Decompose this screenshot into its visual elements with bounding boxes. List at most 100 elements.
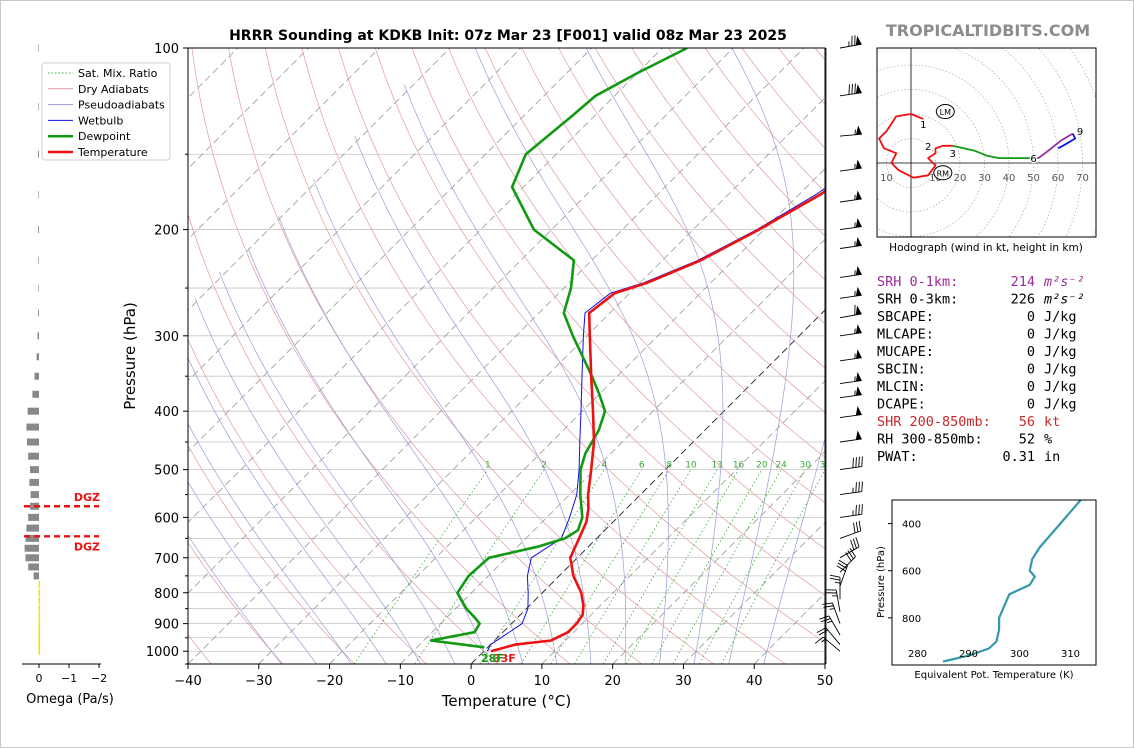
omega-bar	[27, 438, 39, 446]
barb-pennant	[855, 349, 862, 359]
omega-bar	[38, 309, 39, 317]
dry-adiabat-line	[411, 48, 825, 550]
wind-barb	[839, 125, 862, 137]
pseudoadiabat-line	[188, 481, 318, 664]
hodograph-ring-label: 30	[978, 173, 991, 184]
omega-bar	[38, 605, 41, 613]
y-tick-label: 100	[154, 42, 179, 57]
legend-box	[41, 62, 171, 161]
pseudoadiabat-line	[278, 215, 524, 664]
barb-pennant	[855, 265, 862, 276]
mixing-ratio-label: 8	[666, 461, 672, 471]
barb-staff	[839, 273, 862, 278]
isotherm-line	[329, 168, 825, 664]
index-value: 56	[1019, 414, 1035, 430]
chart-title: HRRR Sounding at KDKB Init: 07z Mar 23 […	[229, 28, 787, 44]
barb-flag	[858, 456, 860, 467]
mixing-ratio-label: 2	[541, 461, 547, 471]
legend-entry: Wetbulb	[78, 114, 123, 127]
y-tick-label: 500	[154, 464, 179, 479]
barb-half-flag	[854, 129, 856, 135]
pseudoadiabat-line	[247, 248, 490, 664]
omega-bar	[34, 372, 39, 380]
omega-tick-label: −1	[61, 672, 77, 685]
barb-flag	[838, 559, 848, 566]
wind-barb	[839, 386, 862, 399]
omega-bar	[29, 478, 39, 486]
index-value: 52	[1019, 432, 1035, 448]
pseudoadiabat-line	[313, 179, 558, 664]
barb-half-flag	[829, 608, 835, 610]
omega-bar	[38, 580, 41, 588]
y-tick-label: 700	[154, 552, 179, 567]
storm-motion-label: RM	[937, 169, 950, 178]
index-unit: J/kg	[1044, 379, 1077, 395]
barb-half-flag	[854, 353, 856, 359]
mixing-ratio-line	[479, 469, 605, 664]
dry-adiabat-line	[188, 444, 356, 664]
barb-flag	[849, 548, 856, 557]
barb-pennant	[855, 159, 862, 169]
hodograph-ring-label: 50	[1027, 173, 1040, 184]
theta-e-x-tick-label: 300	[1010, 649, 1029, 660]
dry-adiabat-line	[521, 48, 825, 413]
x-tick-label: −10	[387, 674, 414, 689]
hodograph-ring-label: 10	[880, 173, 893, 184]
omega-bar	[25, 554, 39, 562]
barb-flag	[826, 592, 837, 594]
index-value: 0	[1027, 362, 1035, 378]
wind-barb	[839, 372, 862, 385]
wind-barbs	[814, 35, 863, 664]
index-label: SHR 200-850mb:	[877, 414, 991, 430]
index-unit: m²s⁻²	[1043, 274, 1085, 290]
legend-entry: Temperature	[77, 146, 148, 159]
wind-barb	[819, 615, 841, 636]
index-unit: kt	[1044, 414, 1060, 430]
mixing-ratio-line	[550, 469, 670, 664]
dry-adiabat-line	[594, 48, 825, 325]
omega-tick-label: −2	[91, 672, 107, 685]
barb-staff	[839, 466, 862, 471]
barb-staff	[839, 530, 861, 539]
barb-staff	[839, 294, 862, 299]
omega-panel: DGZ DGZ 0 −1 −2 Omega (Pa/s)	[22, 44, 114, 707]
x-tick-label: 0	[467, 674, 475, 689]
barb-staff	[839, 332, 862, 337]
skewt-panel: 1246810131620243036 33F28F−40−30−20−1001…	[41, 42, 833, 710]
pseudoadiabat-line	[585, 48, 724, 664]
x-tick-label: 20	[604, 674, 621, 689]
hodograph-trace	[952, 144, 1039, 159]
barb-staff	[839, 565, 848, 587]
omega-bar	[28, 563, 39, 571]
omega-bar	[38, 620, 41, 628]
omega-bar	[26, 423, 39, 431]
barb-flag	[837, 562, 847, 569]
storm-motion-marker	[935, 104, 955, 120]
isotherm-line	[258, 97, 825, 664]
barb-flag	[855, 482, 857, 493]
omega-bar	[38, 44, 39, 52]
index-value: 0	[1027, 379, 1035, 395]
wind-barb	[839, 430, 862, 443]
index-unit: J/kg	[1044, 327, 1077, 343]
barb-flag	[854, 35, 856, 46]
barb-pennant	[855, 324, 862, 334]
barb-flag	[854, 83, 856, 94]
barb-flag	[847, 550, 854, 560]
y-tick-label: 300	[154, 330, 179, 345]
barb-half-flag	[852, 487, 854, 493]
isotherm-line	[683, 521, 825, 664]
theta-e-y-tick-label: 800	[902, 614, 921, 625]
theta-e-frame	[891, 499, 1097, 666]
omega-bar	[24, 544, 39, 552]
barb-half-flag	[832, 595, 838, 597]
barb-flag	[852, 457, 854, 468]
index-unit: J/kg	[1044, 397, 1077, 413]
barb-flag	[855, 521, 859, 532]
skewt-grid: 1246810131620243036	[188, 48, 825, 664]
mixing-ratio-line	[574, 469, 692, 664]
theta-e-x-tick-label: 280	[908, 649, 927, 660]
wind-barb	[839, 349, 862, 362]
